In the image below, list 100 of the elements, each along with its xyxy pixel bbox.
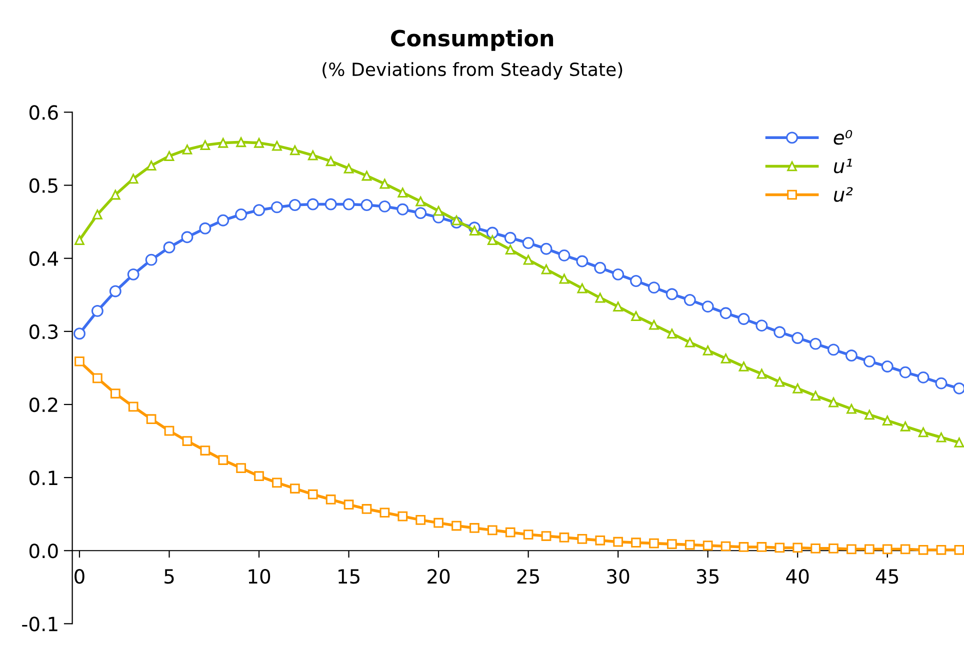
chart-subtitle: (% Deviations from Steady State) — [322, 62, 622, 80]
point — [254, 471, 264, 482]
point — [523, 254, 534, 265]
point — [684, 337, 695, 348]
point — [290, 484, 300, 494]
point — [918, 427, 928, 438]
point — [558, 249, 570, 262]
x-tick-label: 5 — [164, 569, 174, 584]
point — [595, 535, 606, 546]
point — [846, 404, 856, 414]
point — [936, 544, 946, 555]
point — [110, 388, 120, 398]
point — [684, 540, 695, 550]
point — [792, 383, 803, 394]
y-tick-label: 0.3 — [29, 324, 58, 340]
point — [416, 196, 426, 206]
point — [505, 527, 516, 538]
point — [236, 137, 246, 148]
point — [128, 174, 138, 184]
point — [864, 410, 874, 420]
point — [738, 362, 749, 372]
point — [523, 530, 534, 540]
point — [398, 511, 408, 522]
point — [434, 206, 444, 216]
point — [738, 313, 750, 325]
point — [272, 140, 282, 151]
point — [344, 500, 354, 510]
point — [182, 436, 192, 446]
point — [487, 235, 498, 246]
point — [649, 538, 659, 548]
y-tick-label: 0.0 — [29, 544, 58, 558]
legend-label: e⁰ — [834, 130, 852, 145]
point — [953, 382, 964, 394]
point — [684, 294, 696, 306]
point — [702, 540, 713, 550]
point — [342, 198, 355, 210]
point — [288, 199, 301, 211]
point — [577, 534, 588, 544]
point — [326, 156, 336, 166]
point — [792, 542, 803, 553]
point — [540, 242, 552, 255]
legend-label: u² — [834, 187, 853, 202]
point — [612, 268, 624, 280]
point — [720, 354, 731, 364]
point — [324, 198, 337, 210]
x-tick-label: 40 — [786, 569, 809, 584]
point — [270, 201, 283, 214]
point — [882, 416, 892, 426]
point — [810, 390, 820, 401]
point — [648, 282, 660, 294]
point — [452, 520, 462, 531]
point — [92, 373, 102, 384]
point — [631, 311, 641, 321]
point — [290, 145, 300, 156]
point — [254, 138, 264, 148]
point — [828, 344, 840, 356]
point — [378, 200, 391, 212]
x-tick-label: 45 — [876, 569, 898, 584]
point — [128, 402, 138, 412]
point — [667, 328, 677, 339]
point — [308, 150, 318, 160]
point — [110, 190, 120, 200]
point — [218, 138, 228, 148]
point — [486, 226, 498, 239]
x-tick-label: 0 — [74, 569, 84, 584]
point — [559, 274, 570, 284]
x-tick-label: 35 — [696, 569, 719, 584]
point — [935, 377, 948, 390]
point — [630, 275, 642, 287]
point — [505, 244, 516, 255]
point — [414, 207, 427, 220]
point — [774, 376, 785, 387]
x-tick-label: 10 — [248, 569, 270, 584]
point — [470, 226, 480, 236]
point — [613, 302, 624, 312]
point — [146, 414, 156, 424]
point — [362, 504, 372, 514]
point — [487, 525, 498, 536]
point — [613, 536, 624, 547]
point — [218, 455, 228, 465]
x-tick-label: 20 — [428, 569, 450, 584]
point — [470, 523, 480, 533]
x-tick-label: 25 — [517, 569, 539, 584]
point — [792, 332, 804, 344]
point — [200, 140, 210, 150]
point — [846, 544, 856, 554]
point — [360, 199, 373, 211]
point — [74, 235, 84, 246]
point — [900, 544, 910, 554]
point — [398, 188, 408, 198]
point — [918, 544, 928, 555]
point — [631, 538, 641, 548]
point — [756, 320, 768, 332]
point — [380, 178, 390, 189]
point — [594, 262, 606, 274]
point — [145, 254, 158, 266]
point — [164, 426, 174, 436]
point — [200, 446, 210, 456]
point — [702, 300, 714, 313]
y-tick-label: 0.2 — [29, 397, 58, 412]
